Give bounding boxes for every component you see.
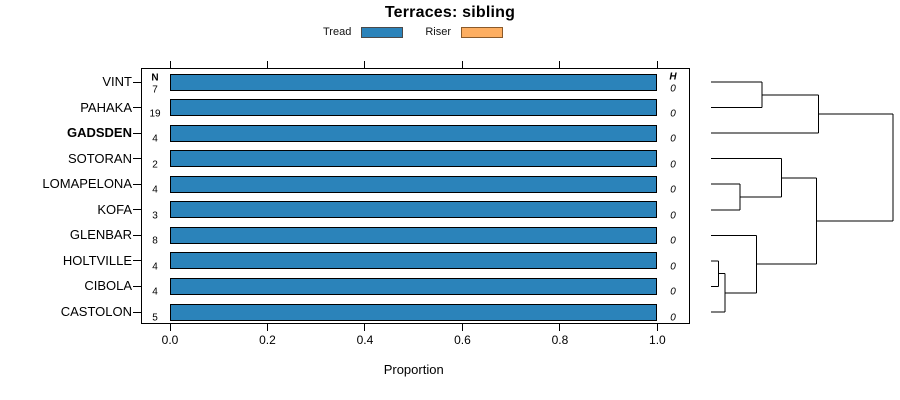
bar-tread-sotoran xyxy=(170,150,658,168)
x-tick-bottom-0.8 xyxy=(559,324,561,331)
n-value-cibola: 4 xyxy=(152,286,158,298)
x-tick-label-0.4: 0.4 xyxy=(356,333,374,347)
x-tick-top-1.0 xyxy=(656,61,658,68)
legend-label-tread: Tread xyxy=(323,26,352,38)
x-tick-label-1.0: 1.0 xyxy=(649,333,666,347)
x-tick-label-0.2: 0.2 xyxy=(259,333,276,347)
bar-tread-lomapelona xyxy=(170,175,658,193)
h-value-holtville: 0 xyxy=(670,261,676,273)
h-value-cibola: 0 xyxy=(670,286,676,298)
n-value-lomapelona: 4 xyxy=(152,184,158,196)
bar-tread-holtville xyxy=(170,252,658,270)
legend-label-riser: Riser xyxy=(425,26,451,38)
bar-tread-glenbar xyxy=(170,226,658,244)
x-tick-label-0.6: 0.6 xyxy=(454,333,471,347)
riser-swatch xyxy=(461,26,503,38)
dendrogram-links xyxy=(711,81,894,313)
bar-tread-gadsden xyxy=(170,124,658,142)
x-tick-top-0.2 xyxy=(266,61,268,68)
row-label-kofa: KOFA xyxy=(97,201,132,217)
h-value-sotoran: 0 xyxy=(670,159,676,171)
row-label-gadsden: GADSDEN xyxy=(66,125,132,141)
y-tick-kofa xyxy=(133,209,141,211)
y-tick-cibola xyxy=(133,285,141,287)
x-tick-top-0.8 xyxy=(559,61,561,68)
x-tick-label-0.8: 0.8 xyxy=(551,333,569,347)
x-tick-top-0.4 xyxy=(364,61,366,68)
h-value-gadsden: 0 xyxy=(670,133,676,145)
y-tick-castolon xyxy=(133,311,141,313)
n-value-gadsden: 4 xyxy=(152,133,158,145)
h-value-glenbar: 0 xyxy=(670,235,676,247)
x-tick-top-0.0 xyxy=(169,61,171,68)
n-value-vint: 7 xyxy=(152,84,158,96)
bar-tread-kofa xyxy=(170,201,658,219)
row-label-lomapelona: LOMAPELONA xyxy=(42,176,132,192)
legend: Tread Riser xyxy=(323,26,503,38)
h-value-castolon: 0 xyxy=(670,312,676,324)
h-value-lomapelona: 0 xyxy=(670,184,676,196)
h-value-vint: 0 xyxy=(670,83,676,95)
n-value-sotoran: 2 xyxy=(152,159,158,171)
n-value-castolon: 5 xyxy=(152,312,158,324)
x-tick-bottom-0.2 xyxy=(266,324,268,331)
x-tick-top-0.6 xyxy=(461,61,463,68)
n-value-kofa: 3 xyxy=(152,210,158,222)
row-label-vint: VINT xyxy=(102,74,132,89)
bar-tread-vint xyxy=(170,73,658,91)
row-label-sotoran: SOTORAN xyxy=(67,150,132,166)
bar-tread-cibola xyxy=(170,277,658,295)
x-tick-bottom-0.6 xyxy=(461,324,463,331)
y-tick-sotoran xyxy=(133,158,141,160)
legend-item-tread: Tread xyxy=(323,26,404,38)
n-value-holtville: 4 xyxy=(152,261,158,273)
h-value-kofa: 0 xyxy=(670,210,676,222)
chart-title: Terraces: sibling xyxy=(384,4,516,21)
x-axis-label: Proportion xyxy=(383,362,444,377)
legend-item-riser: Riser xyxy=(425,26,503,38)
row-label-holtville: HOLTVILLE xyxy=(62,252,132,268)
row-label-pahaka: PAHAKA xyxy=(80,99,132,115)
plot-box xyxy=(141,68,690,324)
n-value-glenbar: 8 xyxy=(152,235,158,247)
bar-tread-pahaka xyxy=(170,99,658,117)
y-tick-gadsden xyxy=(133,132,141,134)
n-value-pahaka: 19 xyxy=(149,108,161,120)
x-tick-bottom-0.0 xyxy=(169,324,171,331)
x-tick-label-0.0: 0.0 xyxy=(161,333,179,347)
tread-swatch xyxy=(361,26,404,38)
bar-tread-castolon xyxy=(170,303,658,321)
row-label-glenbar: GLENBAR xyxy=(69,227,132,243)
y-tick-pahaka xyxy=(133,107,141,109)
h-column-header: H xyxy=(669,71,677,83)
n-column-header: N xyxy=(151,72,159,84)
y-tick-holtville xyxy=(133,260,141,262)
y-tick-glenbar xyxy=(133,234,141,236)
y-tick-lomapelona xyxy=(133,183,141,185)
row-label-castolon: CASTOLON xyxy=(60,304,132,320)
x-tick-bottom-1.0 xyxy=(656,324,658,331)
x-tick-bottom-0.4 xyxy=(364,324,366,331)
row-label-cibola: CIBOLA xyxy=(84,278,132,294)
h-value-pahaka: 0 xyxy=(670,108,676,120)
y-tick-vint xyxy=(133,81,141,83)
